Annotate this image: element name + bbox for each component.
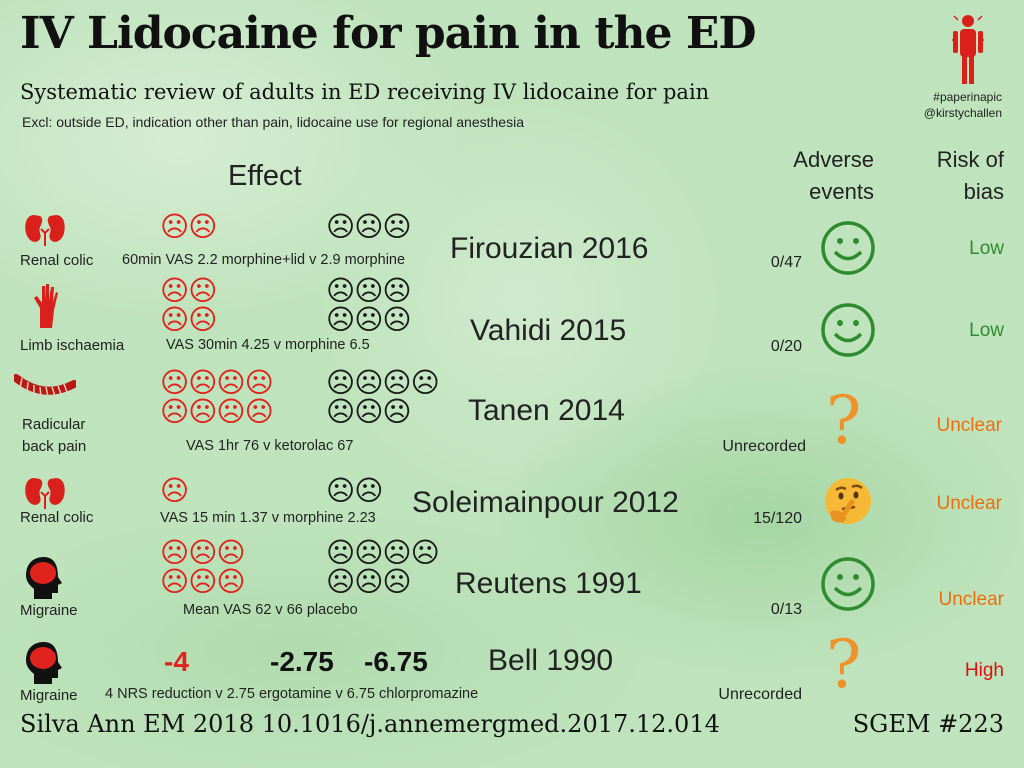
lidocaine-pain-faces: ☹☹☹ ☹☹☹ <box>160 537 246 597</box>
lidocaine-value: -4 <box>164 646 189 677</box>
effect-description: VAS 1hr 76 v ketorolac 67 <box>186 438 354 454</box>
risk-of-bias-rating: Low <box>969 238 1004 259</box>
episode-label: SGEM #223 <box>852 710 1004 738</box>
risk-of-bias-rating: Unclear <box>936 493 1002 514</box>
risk-of-bias-rating: Unclear <box>938 589 1004 610</box>
risk-of-bias-rating: Unclear <box>936 415 1002 436</box>
study-name: Tanen 2014 <box>468 394 625 427</box>
indication-label: Renal colic <box>20 509 94 526</box>
comparator-pain-faces: ☹☹☹ ☹☹☹ <box>326 275 412 335</box>
adverse-events-count: 15/120 <box>753 510 802 527</box>
kidney-icon <box>25 215 65 246</box>
effect-column-header: Effect <box>228 160 302 192</box>
head-icon <box>26 642 62 684</box>
study-name: Soleimainpour 2012 <box>412 486 679 519</box>
risk-of-bias-rating: High <box>964 660 1004 681</box>
lidocaine-pain-faces: ☹☹ ☹☹ <box>160 275 217 335</box>
citation: Silva Ann EM 2018 10.1016/j.annemergmed.… <box>20 710 720 738</box>
page-title: IV Lidocaine for pain in the ED <box>20 8 757 59</box>
effect-description: Mean VAS 62 v 66 placebo <box>183 602 358 618</box>
spine-icon <box>14 374 76 398</box>
effect-description: VAS 15 min 1.37 v morphine 2.23 <box>160 510 376 526</box>
question-mark-icon: ? <box>826 626 862 703</box>
effect-description: VAS 30min 4.25 v morphine 6.5 <box>166 337 370 353</box>
thinking-face-icon <box>825 478 871 524</box>
study-name: Firouzian 2016 <box>450 232 649 265</box>
adverse-events-count: Unrecorded <box>722 438 806 455</box>
risk-of-bias-rating: Low <box>969 320 1004 341</box>
study-name: Bell 1990 <box>488 644 614 677</box>
adverse-events-header: Adverse events <box>793 147 874 204</box>
indication-label: Migraine <box>20 602 78 619</box>
lidocaine-pain-faces: ☹☹☹☹ ☹☹☹☹ <box>160 367 274 427</box>
handle-label: @kirstychallen <box>923 106 1002 120</box>
comparator-pain-faces: ☹☹☹☹ ☹☹☹ <box>326 367 440 427</box>
adverse-events-count: Unrecorded <box>718 686 802 703</box>
lidocaine-pain-faces: ☹ <box>160 475 189 506</box>
smiley-icon <box>821 557 875 611</box>
indication-label: Limb ischaemia <box>20 337 125 354</box>
smiley-icon <box>821 221 875 275</box>
indication-label: Radicular back pain <box>22 416 87 455</box>
exclusion-criteria: Excl: outside ED, indication other than … <box>22 114 524 130</box>
comparator-pain-faces: ☹☹☹ <box>326 211 412 242</box>
adverse-events-count: 0/13 <box>770 601 802 618</box>
comparator-value-1: -2.75 <box>270 646 334 677</box>
lidocaine-pain-faces: ☹☹ <box>160 211 217 242</box>
smiley-icon <box>821 303 875 357</box>
indication-label: Renal colic <box>20 252 94 269</box>
hand-icon <box>34 284 58 328</box>
study-name: Reutens 1991 <box>455 567 642 600</box>
question-mark-icon: ? <box>826 382 862 459</box>
effect-description: 60min VAS 2.2 morphine+lid v 2.9 morphin… <box>122 252 406 268</box>
kidney-icon <box>25 478 65 509</box>
study-name: Vahidi 2015 <box>470 314 627 347</box>
adverse-events-count: 0/20 <box>770 338 802 355</box>
risk-of-bias-header: Risk of bias <box>936 147 1004 204</box>
page-subtitle: Systematic review of adults in ED receiv… <box>20 80 710 104</box>
adverse-events-count: 0/47 <box>770 254 802 271</box>
person-pain-icon <box>952 15 984 84</box>
comparator-value-2: -6.75 <box>364 646 428 677</box>
effect-description: 4 NRS reduction v 2.75 ergotamine v 6.75… <box>105 686 479 702</box>
hashtag-label: #paperinapic <box>933 90 1002 104</box>
comparator-pain-faces: ☹☹☹☹ ☹☹☹ <box>326 537 440 597</box>
indication-label: Migraine <box>20 687 78 704</box>
comparator-pain-faces: ☹☹ <box>326 475 383 506</box>
head-icon <box>26 557 62 599</box>
